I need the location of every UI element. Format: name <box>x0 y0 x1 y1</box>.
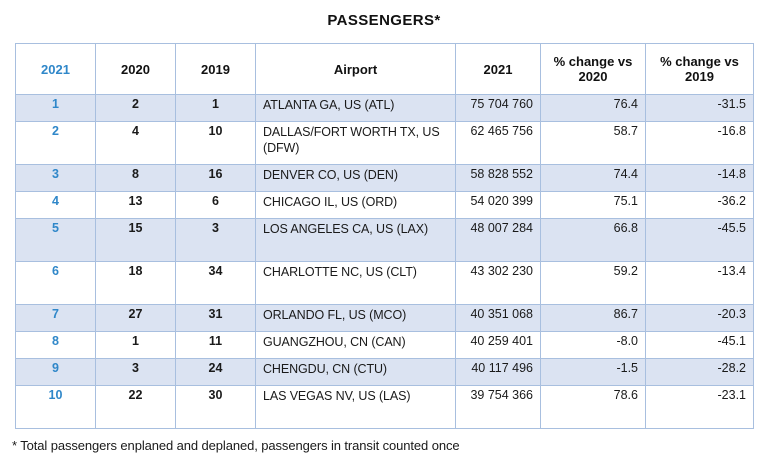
table-row: 3 8 16 DENVER CO, US (DEN) 58 828 552 74.4 -14… <box>15 164 754 192</box>
column-header-airport: Airport <box>255 43 456 95</box>
cell-rank-2020: 8 <box>95 164 176 192</box>
cell-change-vs-2019: -23.1 <box>645 385 754 429</box>
cell-change-vs-2020: 66.8 <box>540 218 646 262</box>
table-row: 9 3 24 CHENGDU, CN (CTU) 40 117 496 -1.5 -28.2 <box>15 358 754 386</box>
column-header-change-vs-2020: % change vs 2020 <box>540 43 646 95</box>
table-body: 1 2 1 ATLANTA GA, US (ATL) 75 704 760 76.4 -31… <box>15 94 754 429</box>
cell-change-vs-2020: 78.6 <box>540 385 646 429</box>
cell-passengers: 58 828 552 <box>455 164 541 192</box>
table-row: 5 15 3 LOS ANGELES CA, US (LAX) 48 007 284 66… <box>15 218 754 262</box>
table-row: 4 13 6 CHICAGO IL, US (ORD) 54 020 399 75.1 -3… <box>15 191 754 219</box>
table-row: 7 27 31 ORLANDO FL, US (MCO) 40 351 068 86.7-… <box>15 304 754 332</box>
cell-rank-2021: 2 <box>15 121 96 165</box>
cell-rank-2019: 10 <box>175 121 256 165</box>
cell-passengers: 40 259 401 <box>455 331 541 359</box>
cell-rank-2021: 4 <box>15 191 96 219</box>
cell-airport-name: ORLANDO FL, US (MCO) <box>255 304 456 332</box>
table-header: 2021 2020 2019 Airport 2021 % change vs … <box>15 43 754 95</box>
cell-rank-2020: 2 <box>95 94 176 122</box>
cell-rank-2019: 11 <box>175 331 256 359</box>
cell-rank-2021: 5 <box>15 218 96 262</box>
cell-passengers: 62 465 756 <box>455 121 541 165</box>
cell-airport-name: CHENGDU, CN (CTU) <box>255 358 456 386</box>
cell-change-vs-2020: -1.5 <box>540 358 646 386</box>
cell-rank-2021: 9 <box>15 358 96 386</box>
cell-change-vs-2019: -45.5 <box>645 218 754 262</box>
cell-airport-name: GUANGZHOU, CN (CAN) <box>255 331 456 359</box>
cell-rank-2020: 27 <box>95 304 176 332</box>
cell-change-vs-2020: 86.7 <box>540 304 646 332</box>
cell-airport-name: DENVER CO, US (DEN) <box>255 164 456 192</box>
cell-passengers: 39 754 366 <box>455 385 541 429</box>
cell-change-vs-2020: 59.2 <box>540 261 646 305</box>
cell-rank-2020: 15 <box>95 218 176 262</box>
cell-change-vs-2019: -16.8 <box>645 121 754 165</box>
page-title: PASSENGERS* <box>327 12 441 29</box>
cell-airport-name: LOS ANGELES CA, US (LAX) <box>255 218 456 262</box>
cell-airport-name: LAS VEGAS NV, US (LAS) <box>255 385 456 429</box>
table-container: 2021 2020 2019 Airport 2021 % change vs … <box>15 43 754 429</box>
cell-passengers: 40 117 496 <box>455 358 541 386</box>
cell-change-vs-2019: -20.3 <box>645 304 754 332</box>
table-row: 6 18 34 CHARLOTTE NC, US (CLT) 43 302 230 59.… <box>15 261 754 305</box>
column-header-change-vs-2019: % change vs 2019 <box>645 43 754 95</box>
column-header-rank-2019: 2019 <box>175 43 256 95</box>
cell-passengers: 48 007 284 <box>455 218 541 262</box>
cell-rank-2020: 4 <box>95 121 176 165</box>
cell-passengers: 54 020 399 <box>455 191 541 219</box>
cell-rank-2020: 22 <box>95 385 176 429</box>
cell-rank-2021: 7 <box>15 304 96 332</box>
cell-rank-2019: 6 <box>175 191 256 219</box>
table-row: 10 22 30 LAS VEGAS NV, US (LAS) 39 754 366 78… <box>15 385 754 429</box>
cell-rank-2019: 1 <box>175 94 256 122</box>
cell-change-vs-2020: -8.0 <box>540 331 646 359</box>
cell-rank-2021: 10 <box>15 385 96 429</box>
column-header-rank-2020: 2020 <box>95 43 176 95</box>
cell-airport-name: CHARLOTTE NC, US (CLT) <box>255 261 456 305</box>
cell-change-vs-2020: 58.7 <box>540 121 646 165</box>
cell-airport-name: ATLANTA GA, US (ATL) <box>255 94 456 122</box>
cell-change-vs-2020: 74.4 <box>540 164 646 192</box>
cell-change-vs-2019: -28.2 <box>645 358 754 386</box>
cell-rank-2020: 18 <box>95 261 176 305</box>
cell-passengers: 75 704 760 <box>455 94 541 122</box>
cell-change-vs-2020: 76.4 <box>540 94 646 122</box>
cell-rank-2020: 13 <box>95 191 176 219</box>
cell-rank-2019: 30 <box>175 385 256 429</box>
cell-rank-2021: 8 <box>15 331 96 359</box>
cell-change-vs-2019: -36.2 <box>645 191 754 219</box>
cell-passengers: 43 302 230 <box>455 261 541 305</box>
table-row: 1 2 1 ATLANTA GA, US (ATL) 75 704 760 76.4 -31… <box>15 94 754 122</box>
cell-rank-2019: 31 <box>175 304 256 332</box>
cell-rank-2021: 3 <box>15 164 96 192</box>
cell-rank-2019: 16 <box>175 164 256 192</box>
table-row: 8 1 11 GUANGZHOU, CN (CAN) 40 259 401 -8.0 -45… <box>15 331 754 359</box>
cell-rank-2020: 3 <box>95 358 176 386</box>
passengers-table: 2021 2020 2019 Airport 2021 % change vs … <box>15 43 754 429</box>
cell-change-vs-2019: -45.1 <box>645 331 754 359</box>
cell-passengers: 40 351 068 <box>455 304 541 332</box>
cell-rank-2021: 1 <box>15 94 96 122</box>
cell-rank-2020: 1 <box>95 331 176 359</box>
footnote: * Total passengers enplaned and deplaned… <box>12 438 460 453</box>
cell-change-vs-2019: -31.5 <box>645 94 754 122</box>
cell-change-vs-2019: -14.8 <box>645 164 754 192</box>
cell-change-vs-2019: -13.4 <box>645 261 754 305</box>
column-header-rank-2021: 2021 <box>15 43 96 95</box>
cell-rank-2019: 3 <box>175 218 256 262</box>
cell-airport-name: DALLAS/FORT WORTH TX, US (DFW) <box>255 121 456 165</box>
cell-rank-2019: 24 <box>175 358 256 386</box>
cell-rank-2019: 34 <box>175 261 256 305</box>
column-header-passengers-2021: 2021 <box>455 43 541 95</box>
cell-rank-2021: 6 <box>15 261 96 305</box>
table-header-row: 2021 2020 2019 Airport 2021 % change vs … <box>15 43 754 95</box>
cell-airport-name: CHICAGO IL, US (ORD) <box>255 191 456 219</box>
table-row: 2 4 10 DALLAS/FORT WORTH TX, US (DFW) 62 465… <box>15 121 754 165</box>
cell-change-vs-2020: 75.1 <box>540 191 646 219</box>
